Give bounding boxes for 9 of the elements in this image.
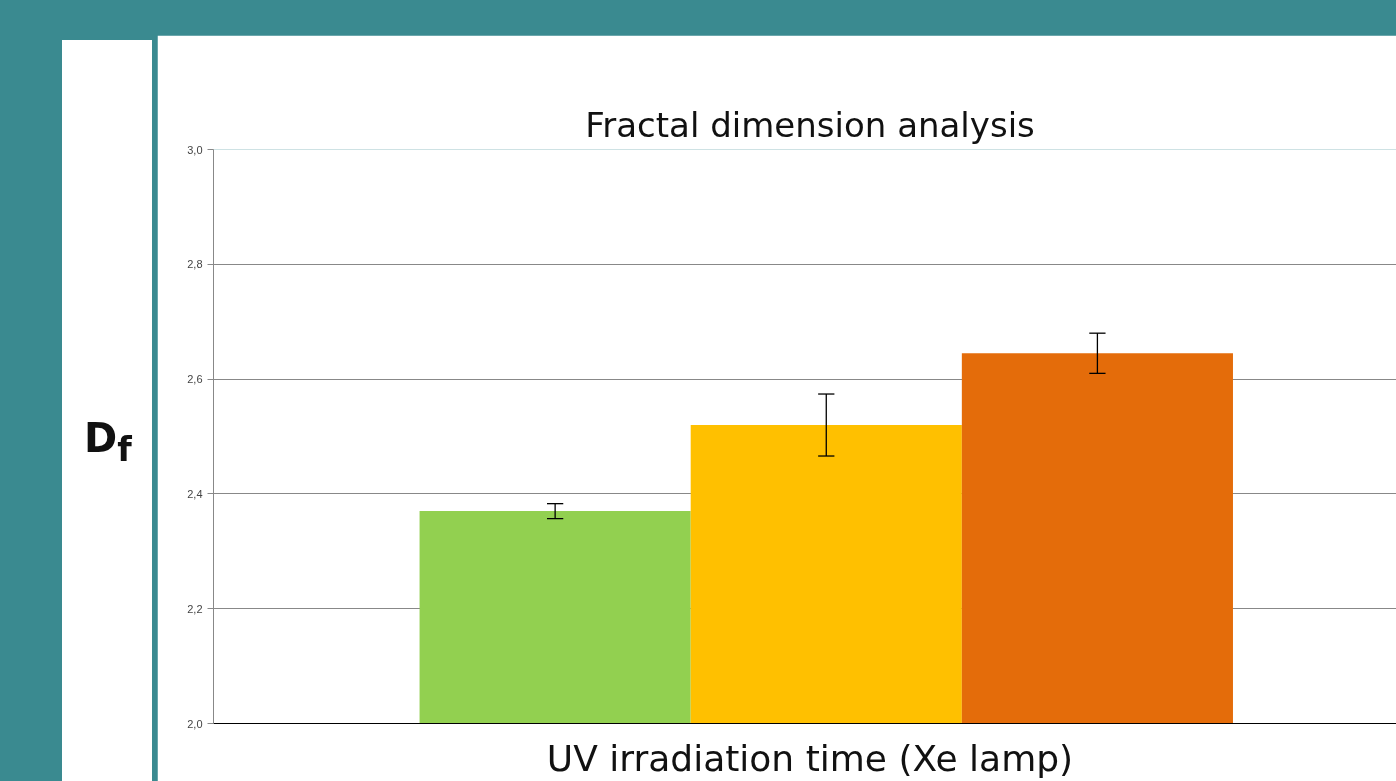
y-tick-label: 2,2 xyxy=(187,602,203,615)
y-tick-label: 2,4 xyxy=(187,487,203,500)
y-tick-label: 2,8 xyxy=(187,258,203,271)
x-axis-title: UV irradiation time (Xe lamp) xyxy=(546,737,1074,779)
chart-title: Fractal dimension analysis xyxy=(585,104,1035,145)
y-tick-label: 2,6 xyxy=(187,373,203,386)
y-axis-title: D$_{f}$ xyxy=(84,414,132,471)
y-tick-label: 3,0 xyxy=(187,143,203,156)
y-tick-label: 2,0 xyxy=(187,717,203,730)
